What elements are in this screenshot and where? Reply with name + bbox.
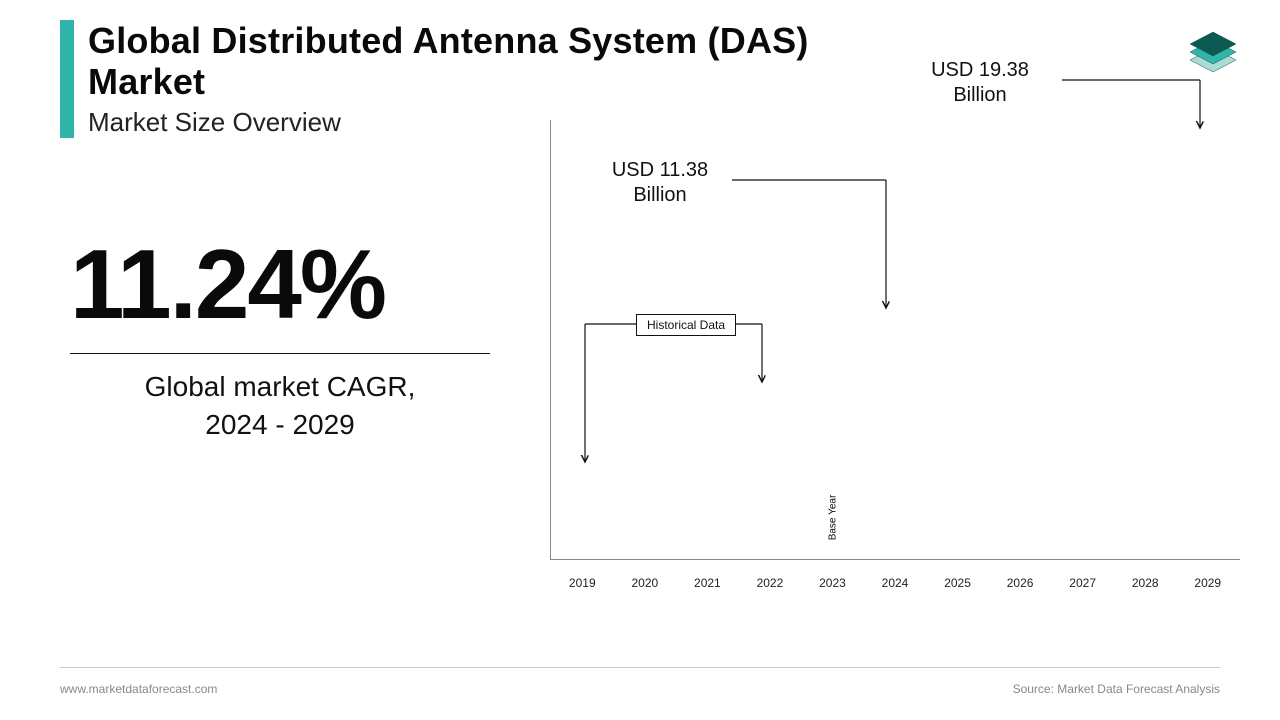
callout-2029-line-2: Billion — [953, 84, 1006, 106]
x-label-2023: 2023 — [806, 576, 859, 590]
x-label-2022: 2022 — [744, 576, 797, 590]
footer-website: www.marketdataforecast.com — [60, 682, 217, 696]
page-root: Global Distributed Antenna System (DAS) … — [0, 0, 1280, 720]
cagr-label: Global market CAGR, 2024 - 2029 — [70, 368, 490, 444]
callout-2029: USD 19.38 Billion — [900, 58, 1060, 108]
title-accent-bar — [60, 20, 74, 138]
x-label-2026: 2026 — [994, 576, 1047, 590]
bars-container: Base Year Forecast Year — [551, 120, 1240, 559]
x-label-2024: 2024 — [869, 576, 922, 590]
x-label-2027: 2027 — [1056, 576, 1109, 590]
callout-2029-line-1: USD 19.38 — [931, 59, 1029, 81]
x-label-2025: 2025 — [931, 576, 984, 590]
bars-area: Base Year Forecast Year — [550, 120, 1240, 560]
x-label-2028: 2028 — [1119, 576, 1172, 590]
cagr-value: 11.24% — [70, 235, 490, 333]
x-axis-labels: 2019 2020 2021 2022 2023 2024 2025 2026 2027 2028… — [550, 576, 1240, 590]
footer-divider — [60, 667, 1220, 668]
forecast-year-label: Forecast Year — [1202, 477, 1213, 539]
page-title: Global Distributed Antenna System (DAS) … — [88, 20, 809, 103]
cagr-label-line-2: 2024 - 2029 — [205, 409, 354, 440]
x-label-2019: 2019 — [556, 576, 609, 590]
cagr-panel: 11.24% Global market CAGR, 2024 - 2029 — [70, 235, 490, 444]
x-label-2029: 2029 — [1181, 576, 1234, 590]
cagr-label-line-1: Global market CAGR, — [145, 371, 416, 402]
title-line-2: Market — [88, 61, 205, 102]
x-label-2021: 2021 — [681, 576, 734, 590]
x-label-2020: 2020 — [619, 576, 672, 590]
title-line-1: Global Distributed Antenna System (DAS) — [88, 20, 809, 61]
footer: www.marketdataforecast.com Source: Marke… — [60, 682, 1220, 696]
footer-source: Source: Market Data Forecast Analysis — [1013, 682, 1220, 696]
base-year-label: Base Year — [828, 495, 839, 541]
market-size-chart: USD 11.38 Billion USD 19.38 Billion Hist… — [540, 120, 1240, 600]
brand-logo-icon — [1186, 24, 1240, 83]
cagr-divider — [70, 353, 490, 354]
